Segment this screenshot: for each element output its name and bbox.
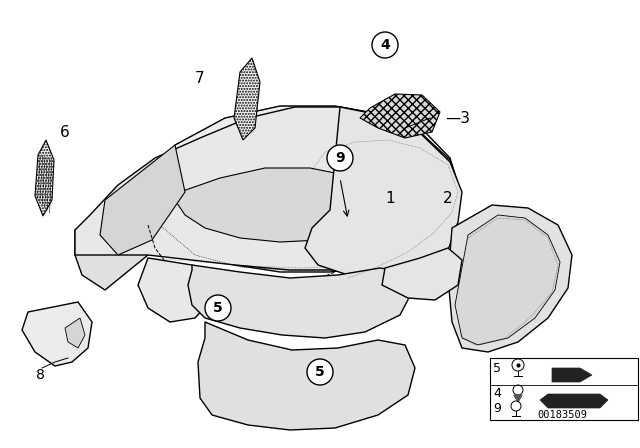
Polygon shape (75, 107, 458, 270)
Polygon shape (455, 215, 560, 345)
Text: 9: 9 (335, 151, 345, 165)
Polygon shape (552, 368, 592, 382)
Text: 8: 8 (36, 368, 44, 382)
Polygon shape (138, 258, 215, 322)
Text: 7: 7 (195, 70, 205, 86)
Polygon shape (148, 106, 460, 272)
Polygon shape (198, 322, 415, 430)
Polygon shape (305, 107, 462, 278)
Text: 6: 6 (60, 125, 70, 139)
Circle shape (205, 295, 231, 321)
Polygon shape (234, 58, 260, 140)
Text: 00183509: 00183509 (537, 410, 587, 420)
Polygon shape (75, 205, 148, 290)
Polygon shape (360, 94, 440, 138)
Circle shape (307, 359, 333, 385)
Polygon shape (65, 318, 85, 348)
Bar (490, 358, 638, 420)
Polygon shape (100, 145, 185, 255)
Circle shape (327, 145, 353, 171)
Text: 1: 1 (385, 190, 395, 206)
Polygon shape (35, 140, 54, 216)
Polygon shape (188, 265, 412, 338)
Text: 2: 2 (443, 190, 453, 206)
Text: 4: 4 (493, 387, 501, 400)
Text: 5: 5 (493, 362, 501, 375)
Polygon shape (22, 302, 92, 366)
Polygon shape (514, 395, 522, 402)
Circle shape (372, 32, 398, 58)
Text: 5: 5 (315, 365, 325, 379)
Text: 5: 5 (213, 301, 223, 315)
Text: 4: 4 (380, 38, 390, 52)
Text: —3: —3 (445, 111, 470, 125)
Polygon shape (175, 168, 380, 242)
Polygon shape (540, 394, 608, 408)
Text: 9: 9 (493, 401, 501, 414)
Polygon shape (448, 205, 572, 352)
Polygon shape (382, 248, 462, 300)
